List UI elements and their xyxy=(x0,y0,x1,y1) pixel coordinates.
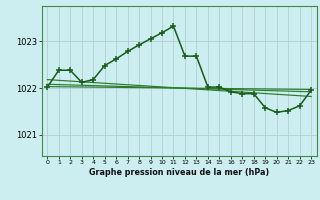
X-axis label: Graphe pression niveau de la mer (hPa): Graphe pression niveau de la mer (hPa) xyxy=(89,168,269,177)
